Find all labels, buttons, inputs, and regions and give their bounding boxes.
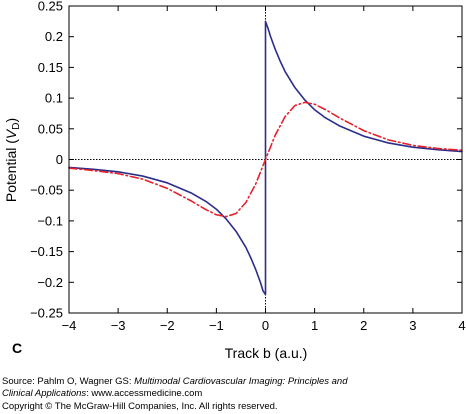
x-tick-label: −2 [160, 318, 175, 333]
x-axis-label: Track b (a.u.) [225, 345, 308, 361]
x-tick-label: 3 [409, 318, 416, 333]
x-tick-label: 2 [360, 318, 367, 333]
y-tick-label: 0 [56, 152, 63, 167]
y-tick-label: −0.25 [30, 306, 63, 321]
source-caption-line2: Clinical Applications: www.accessmedicin… [2, 388, 202, 400]
y-tick-label: −0.05 [30, 183, 63, 198]
y-tick-label: 0.15 [38, 60, 63, 75]
y-tick-label: 0.05 [38, 121, 63, 136]
x-tick-label: 0 [262, 318, 269, 333]
x-tick-label: 4 [458, 318, 465, 333]
potential-chart: −4 −3 −2 −1 0 1 2 3 4 −0.25 −0.2 −0.15 −0.1 −0.05 0 0.0… [3, 0, 466, 361]
copyright-line: Copyright © The McGraw-Hill Companies, I… [2, 401, 278, 412]
y-tick-label: 0.2 [45, 29, 63, 44]
y-tick-label: −0.15 [30, 244, 63, 259]
series-layer [68, 20, 463, 296]
source-caption: Source: Pahlm O, Wagner GS: Multimodal C… [2, 376, 348, 388]
x-tick-label: 1 [311, 318, 318, 333]
x-tick-label: −1 [209, 318, 224, 333]
source-suffix: : www.accessmedicine.com [86, 388, 203, 399]
y-tick-label: 0.1 [45, 91, 63, 106]
x-tick-label: −4 [62, 318, 77, 333]
source-prefix: Source: Pahlm O, Wagner GS: [2, 376, 135, 387]
axis-ticks: −4 −3 −2 −1 0 1 2 3 4 −0.25 −0.2 −0.15 −0.1 −0.05 0 0.0… [30, 0, 466, 333]
panel-label: C [12, 340, 22, 356]
source-title-part1: Multimodal Cardiovascular Imaging: Princ… [134, 376, 348, 387]
source-title-part2: Clinical Applications [2, 388, 87, 399]
y-tick-label: −0.1 [37, 213, 63, 228]
series-dashdot-line [68, 101, 463, 218]
y-tick-label: −0.2 [37, 275, 63, 290]
y-axis-label: Potential (VD) [3, 118, 22, 202]
x-tick-label: −3 [111, 318, 126, 333]
y-tick-label: 0.25 [38, 0, 63, 14]
